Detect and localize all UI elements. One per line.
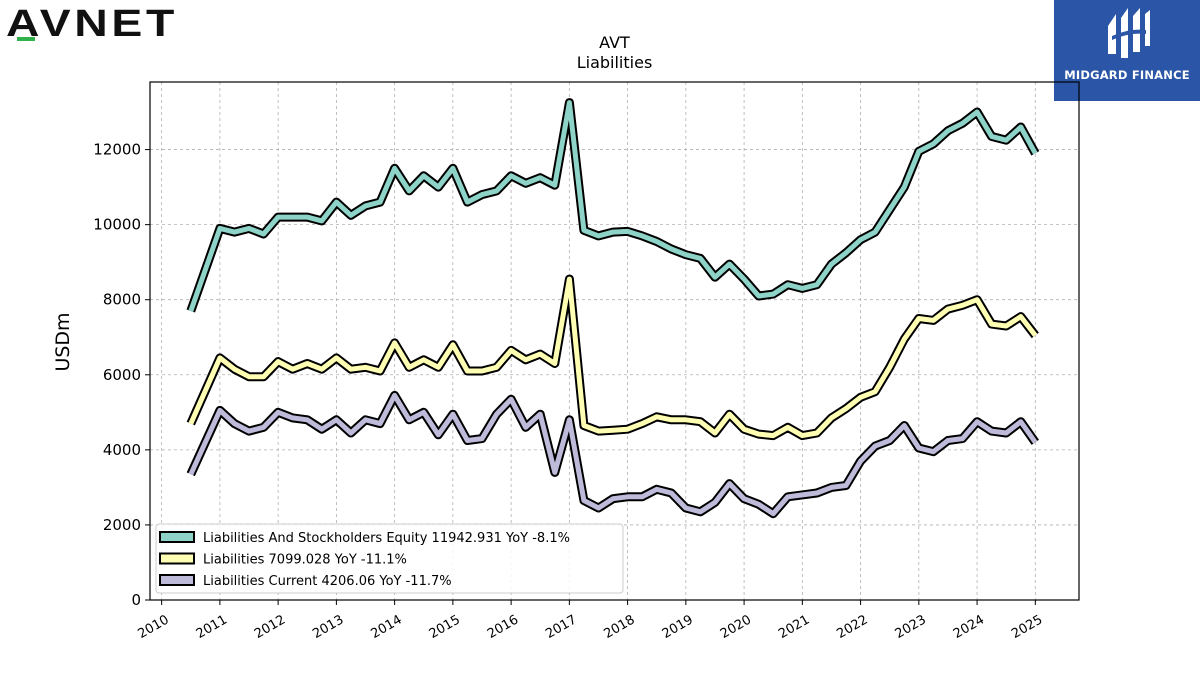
x-tick-label: 2021 — [776, 612, 812, 642]
chart-subtitle: Liabilities — [577, 53, 653, 72]
plot-frame — [149, 81, 1080, 601]
avnet-logo: AVNET — [4, 2, 194, 46]
avnet-logo-accent — [17, 37, 35, 41]
series-line-outline-2 — [186, 390, 1039, 519]
x-tick-label: 2010 — [135, 612, 171, 642]
x-tick-label: 2022 — [834, 612, 870, 642]
y-tick-label: 4000 — [103, 441, 141, 459]
y-tick-label: 2000 — [103, 516, 141, 534]
avnet-logo-mark: AVNET — [6, 3, 175, 45]
y-tick-label: 10000 — [93, 216, 141, 234]
x-tick-label: 2018 — [601, 612, 637, 642]
midgard-finance-logo: MIDGARD FINANCE — [1054, 0, 1200, 101]
legend: Liabilities And Stockholders Equity 1194… — [155, 523, 624, 594]
x-tick-label: 2019 — [660, 612, 696, 642]
x-tick-label: 2024 — [951, 612, 987, 642]
legend-label-0: Liabilities And Stockholders Equity 1194… — [203, 531, 570, 546]
x-tick-label: 2017 — [543, 612, 579, 642]
x-tick-label: 2014 — [368, 612, 404, 642]
y-axis-label: USDm — [52, 312, 74, 371]
legend-label-1: Liabilities 7099.028 YoY -11.1% — [203, 553, 407, 568]
x-tick-label: 2025 — [1009, 612, 1045, 642]
x-tick-label: 2023 — [893, 612, 929, 642]
legend-box — [155, 523, 624, 594]
midgard-emblem-icon — [1108, 8, 1150, 58]
y-tick-label: 6000 — [103, 366, 141, 384]
legend-swatch-1 — [159, 552, 195, 565]
x-tick-label: 2012 — [252, 612, 288, 642]
midgard-finance-name: MIDGARD FINANCE — [1064, 68, 1190, 82]
series-line-2 — [188, 392, 1038, 517]
y-tick-label: 0 — [131, 591, 141, 609]
legend-swatch-2 — [159, 574, 195, 586]
y-tick-label: 8000 — [103, 291, 141, 309]
x-tick-label: 2016 — [485, 612, 521, 642]
x-tick-label: 2013 — [310, 612, 346, 642]
grid-lines — [150, 82, 1079, 601]
y-tick-label: 12000 — [93, 141, 141, 159]
series-line-1 — [188, 276, 1038, 439]
series-line-outline-0 — [186, 98, 1040, 313]
legend-swatch-0 — [159, 531, 195, 543]
series-layer — [186, 98, 1040, 519]
series-line-0 — [188, 100, 1038, 312]
legend-label-2: Liabilities Current 4206.06 YoY -11.7% — [203, 574, 452, 589]
x-tick-label: 2020 — [718, 612, 754, 642]
x-tick-label: 2011 — [194, 612, 230, 642]
x-tick-label: 2015 — [427, 612, 463, 642]
chart-title: AVT — [599, 33, 630, 52]
series-line-outline-1 — [186, 274, 1039, 441]
